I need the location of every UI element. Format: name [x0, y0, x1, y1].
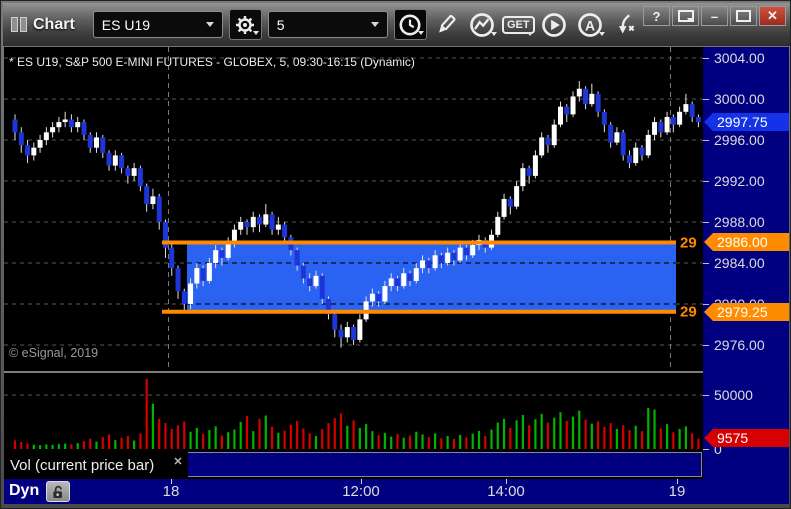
titlebar: Chart ES U19 5 — [3, 3, 790, 46]
price-tick-label-tick — [703, 98, 709, 100]
price-tick-label-tick — [703, 344, 709, 346]
play-icon — [542, 12, 567, 37]
chart-window-icon — [11, 17, 27, 32]
price-pane[interactable]: * ES U19, S&P 500 E-MINI FUTURES - GLOBE… — [4, 47, 703, 371]
candlestick-chart: 29 29 — [4, 47, 703, 371]
auto-scale-icon: A — [578, 12, 603, 37]
close-indicator-icon: ✕ — [173, 456, 183, 468]
time-template-button[interactable] — [393, 9, 427, 40]
maximize-button[interactable] — [730, 6, 757, 26]
play-button[interactable] — [538, 9, 571, 40]
download-button[interactable] — [610, 9, 643, 40]
zone-bottom-price-tag: 2979.25 — [704, 303, 789, 321]
indicator-strip — [188, 452, 702, 477]
time-tick-label: 14:00 — [487, 483, 525, 500]
popout-button[interactable] — [672, 6, 699, 26]
trendline-icon — [470, 12, 495, 37]
svg-text:29: 29 — [680, 304, 697, 321]
price-tick-label: 2984.00 — [714, 255, 765, 271]
price-tick-label: 2992.00 — [714, 173, 765, 189]
help-icon: ? — [652, 8, 661, 24]
time-tick — [506, 479, 507, 484]
time-tick — [361, 479, 362, 484]
pencil-icon — [439, 14, 456, 33]
symbol-dropdown[interactable]: ES U19 — [92, 11, 223, 38]
draw-button[interactable] — [430, 9, 463, 40]
copyright-text: © eSignal, 2019 — [9, 346, 99, 360]
volume-tick-label-tick — [703, 448, 709, 450]
price-tick-label-tick — [703, 180, 709, 182]
interval-value: 5 — [276, 16, 285, 33]
lock-button[interactable] — [46, 481, 70, 502]
symbol-value: ES U19 — [101, 16, 151, 33]
minimize-icon: – — [710, 8, 719, 24]
price-axis[interactable]: 3004.00 3000.00 2996.00 2992.00 2988.00 2984.… — [703, 47, 789, 479]
auto-scale-button[interactable]: A — [574, 9, 607, 40]
close-indicator-button[interactable]: ✕ — [171, 455, 185, 468]
close-button[interactable]: ✕ — [759, 6, 786, 26]
window-title: Chart — [33, 15, 75, 33]
time-tick-label: 12:00 — [342, 483, 380, 500]
price-tick-label-tick — [703, 221, 709, 223]
time-tick — [171, 479, 172, 484]
zone-top-price-tag: 2986.00 — [704, 233, 789, 251]
dynamic-mode-label[interactable]: Dyn — [9, 482, 40, 499]
indicator-row: Vol (current price bar) ✕ — [4, 452, 703, 479]
studies-button[interactable] — [466, 9, 499, 40]
time-axis[interactable]: Dyn 18 12:00 14:00 19 — [4, 479, 789, 504]
price-tick-label: 2976.00 — [714, 337, 765, 353]
clock-icon — [399, 13, 421, 36]
minimize-button[interactable]: – — [701, 6, 728, 26]
current-price-tag: 2997.75 — [704, 113, 789, 131]
price-tick-label: 2988.00 — [714, 214, 765, 230]
chart-content: * ES U19, S&P 500 E-MINI FUTURES - GLOBE… — [4, 47, 789, 504]
chevron-down-icon — [370, 22, 379, 31]
lock-icon — [53, 485, 62, 498]
get-data-icon: GET — [501, 15, 535, 34]
close-icon: ✕ — [767, 8, 778, 23]
volume-tick-label: 50000 — [714, 387, 753, 403]
price-tick-label-tick — [703, 262, 709, 264]
volume-tick-label-tick — [703, 394, 709, 396]
chart-title: * ES U19, S&P 500 E-MINI FUTURES - GLOBE… — [9, 55, 415, 69]
price-tick-label-tick — [703, 57, 709, 59]
price-tick-label: 3000.00 — [714, 91, 765, 107]
pane-divider[interactable] — [4, 371, 703, 373]
svg-text:A: A — [585, 17, 595, 33]
volume-chart — [4, 378, 703, 449]
indicator-label: Vol (current price bar) — [10, 457, 155, 474]
gear-button[interactable] — [228, 9, 262, 40]
price-tick-label-tick — [703, 303, 709, 305]
current-volume-tag: 9575 — [704, 429, 789, 447]
price-tick-label: 2996.00 — [714, 132, 765, 148]
volume-pane[interactable] — [4, 373, 703, 452]
interval-dropdown[interactable]: 5 — [267, 11, 388, 38]
time-tick — [677, 479, 678, 484]
time-tick-label: 18 — [162, 483, 180, 500]
window-controls: ? – ✕ — [643, 6, 786, 26]
volume-tick-label: 0 — [714, 441, 722, 457]
pointer-download-icon — [619, 13, 635, 34]
time-tick-label: 19 — [668, 483, 686, 500]
chevron-down-icon — [205, 22, 214, 31]
svg-text:29: 29 — [680, 235, 697, 252]
get-data-button[interactable]: GET — [501, 9, 535, 40]
price-tick-label-tick — [703, 139, 709, 141]
help-button[interactable]: ? — [643, 6, 670, 26]
maximize-icon — [736, 10, 751, 22]
gear-icon — [236, 15, 255, 34]
price-tick-label: 3004.00 — [714, 50, 765, 66]
popout-icon — [677, 10, 694, 22]
